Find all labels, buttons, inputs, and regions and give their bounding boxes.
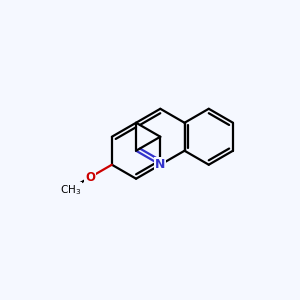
Text: CH$_3$: CH$_3$ <box>60 183 81 197</box>
Text: N: N <box>155 158 166 171</box>
Text: O: O <box>85 171 95 184</box>
